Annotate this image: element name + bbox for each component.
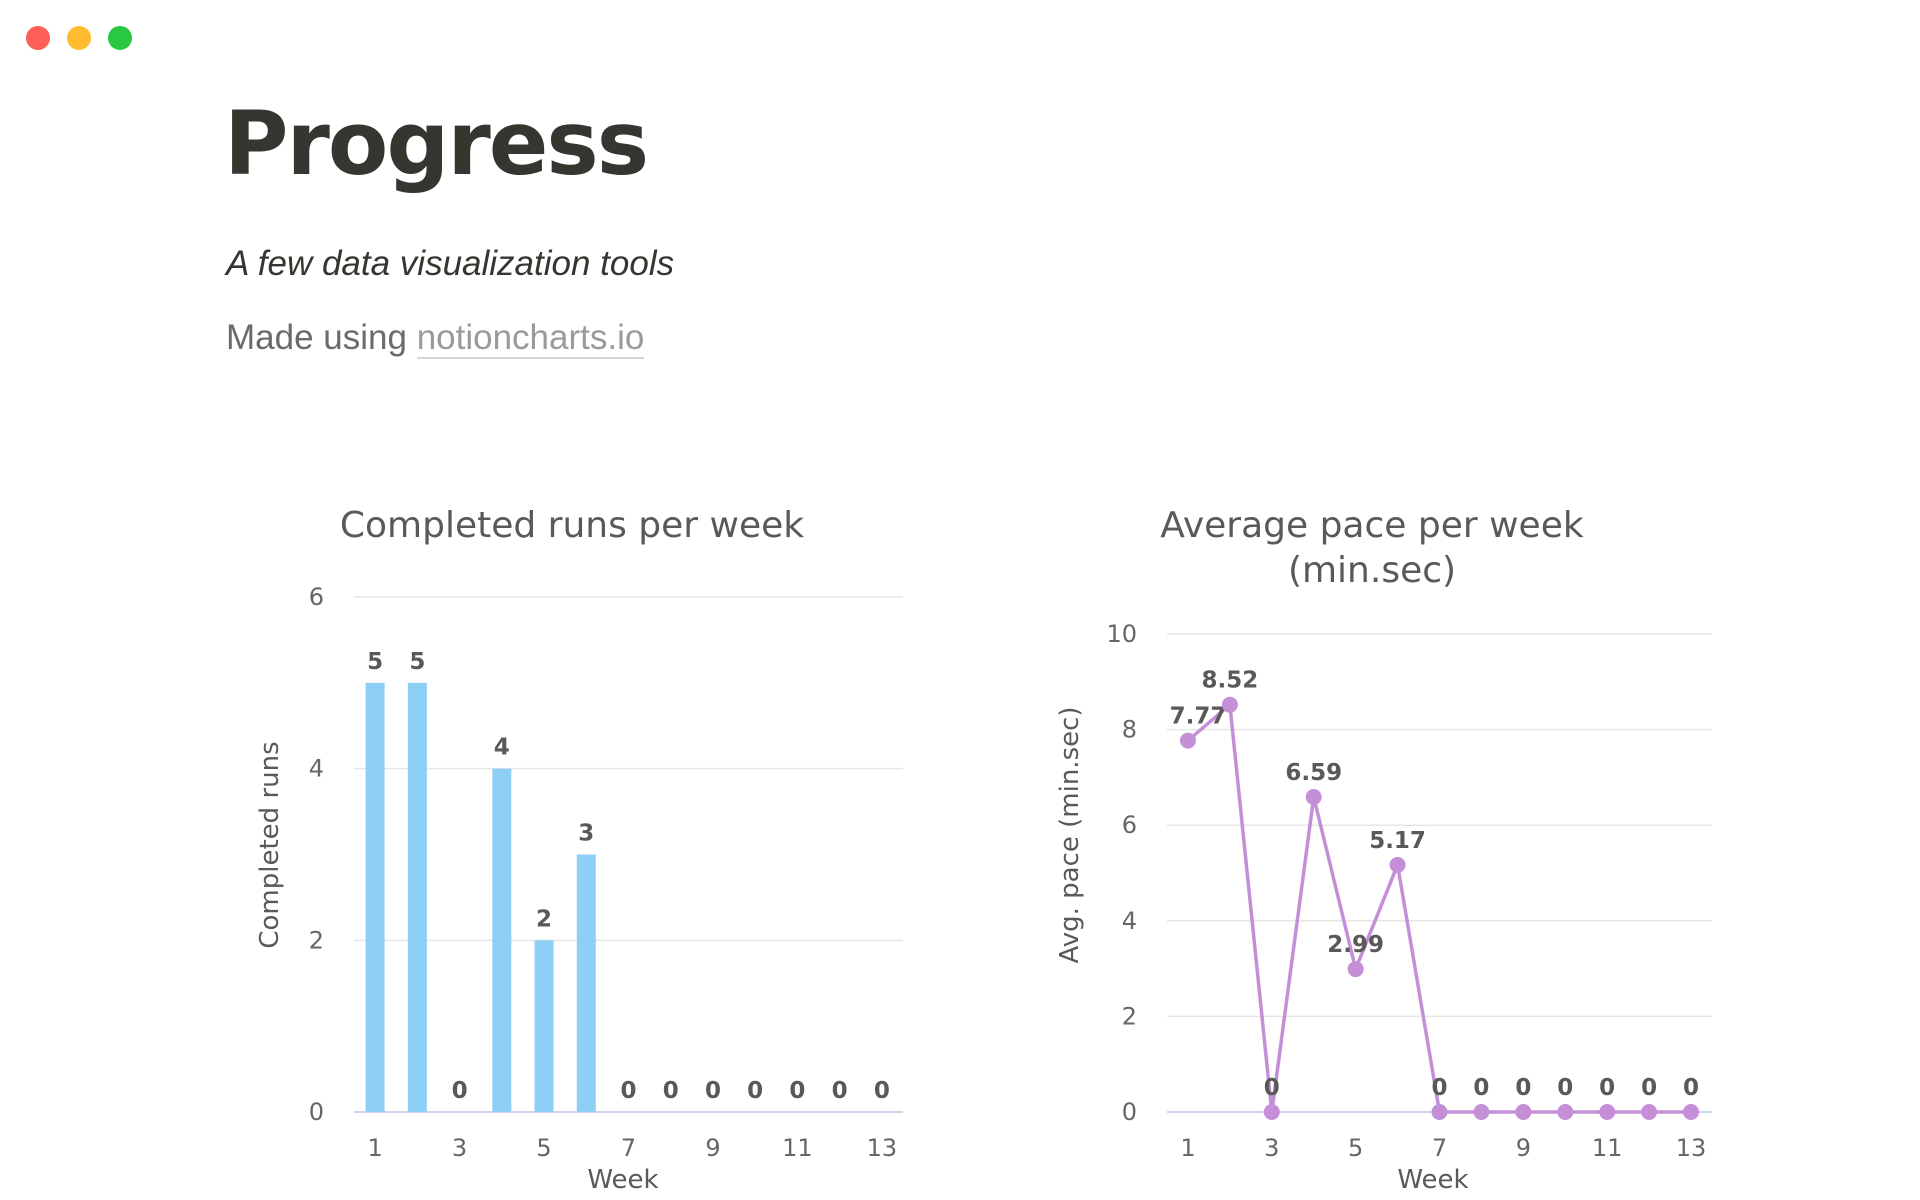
x-axis-label: Week (1397, 1165, 1468, 1195)
close-window-button[interactable] (26, 26, 50, 50)
window-controls (26, 26, 132, 50)
minimize-window-button[interactable] (67, 26, 91, 50)
x-tick-label: 11 (1592, 1134, 1623, 1162)
x-tick-label: 9 (1516, 1134, 1531, 1162)
data-point (1473, 1104, 1490, 1120)
data-point (1599, 1104, 1616, 1120)
data-label: 0 (1473, 1075, 1489, 1101)
x-tick-label: 3 (452, 1134, 467, 1162)
data-label: 0 (1557, 1075, 1573, 1101)
data-label: 8.52 (1202, 668, 1259, 694)
made-using-line: Made using notioncharts.io (226, 318, 645, 359)
y-axis-label: Avg. pace (min.sec) (1055, 706, 1085, 963)
data-label: 0 (1515, 1075, 1531, 1101)
data-label: 5 (367, 649, 383, 675)
data-label: 0 (789, 1078, 805, 1104)
data-label: 2 (536, 906, 552, 932)
data-label: 6.59 (1285, 760, 1342, 786)
data-point (1263, 1104, 1280, 1120)
data-label: 0 (1683, 1075, 1699, 1101)
notioncharts-link[interactable]: notioncharts.io (416, 318, 645, 359)
chart-title: Average pace per week (1160, 505, 1584, 546)
x-tick-label: 7 (1432, 1134, 1447, 1162)
data-label: 5.17 (1369, 828, 1426, 854)
data-point (1305, 788, 1322, 805)
x-tick-label: 5 (536, 1134, 551, 1162)
x-tick-label: 13 (867, 1134, 898, 1162)
data-label: 0 (663, 1078, 679, 1104)
data-point (1347, 961, 1364, 978)
data-label: 2.99 (1327, 932, 1384, 958)
data-point (1221, 696, 1238, 713)
y-tick-label: 2 (309, 926, 324, 954)
data-point (1683, 1104, 1700, 1120)
data-point (1557, 1104, 1574, 1120)
chart-title: Completed runs per week (340, 505, 804, 546)
data-label: 0 (705, 1078, 721, 1104)
bar (407, 682, 427, 1112)
chart-title-line2: (min.sec) (1288, 550, 1456, 591)
y-tick-label: 4 (309, 755, 324, 783)
x-tick-label: 11 (782, 1134, 813, 1162)
y-tick-label: 8 (1122, 716, 1137, 744)
bar (492, 768, 512, 1112)
data-label: 0 (1599, 1075, 1615, 1101)
x-tick-label: 5 (1348, 1134, 1363, 1162)
data-label: 0 (832, 1078, 848, 1104)
y-tick-label: 10 (1106, 620, 1137, 648)
data-point (1515, 1104, 1532, 1120)
y-tick-label: 6 (309, 583, 324, 611)
data-label: 0 (620, 1078, 636, 1104)
x-tick-label: 1 (367, 1134, 382, 1162)
x-tick-label: 1 (1180, 1134, 1195, 1162)
y-tick-label: 6 (1122, 811, 1137, 839)
x-axis-label: Week (587, 1165, 658, 1195)
data-point (1641, 1104, 1658, 1120)
zoom-window-button[interactable] (108, 26, 132, 50)
y-tick-label: 4 (1122, 907, 1137, 935)
x-tick-label: 7 (621, 1134, 636, 1162)
data-label: 5 (409, 649, 425, 675)
data-label: 0 (1264, 1075, 1280, 1101)
made-using-prefix: Made using (226, 318, 407, 357)
y-axis-label: Completed runs (255, 741, 285, 948)
series-line (1186, 701, 1692, 1114)
data-label: 0 (747, 1078, 763, 1104)
x-tick-label: 13 (1676, 1134, 1707, 1162)
data-point (1179, 732, 1196, 749)
average-pace-chart: Average pace per week (min.sec) 0246810 … (1055, 505, 1712, 1195)
data-label: 3 (578, 821, 594, 847)
x-tick-label: 9 (705, 1134, 720, 1162)
data-point (1389, 856, 1406, 873)
bar (365, 682, 385, 1112)
data-label: 7.77 (1170, 704, 1227, 730)
data-label: 0 (452, 1078, 468, 1104)
data-label: 0 (874, 1078, 890, 1104)
data-point (1431, 1104, 1448, 1120)
data-label: 0 (1431, 1075, 1447, 1101)
bar (576, 854, 596, 1112)
bar (534, 940, 554, 1112)
y-tick-label: 0 (309, 1098, 324, 1126)
page-title: Progress (224, 92, 649, 195)
page-subtitle: A few data visualization tools (226, 244, 675, 283)
y-tick-label: 2 (1122, 1002, 1137, 1030)
x-tick-label: 3 (1264, 1134, 1279, 1162)
data-label: 4 (494, 735, 510, 761)
y-tick-label: 0 (1122, 1098, 1137, 1126)
data-label: 0 (1641, 1075, 1657, 1101)
